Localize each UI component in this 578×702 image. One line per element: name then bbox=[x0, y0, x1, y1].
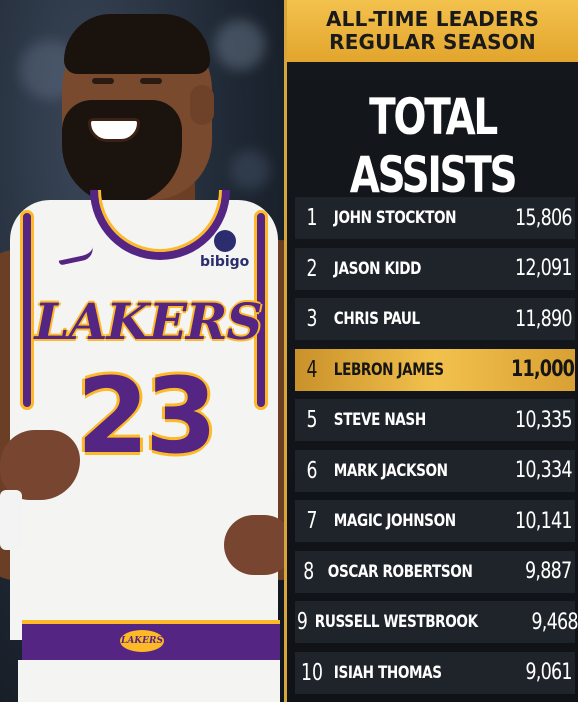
page-title: TOTAL ASSISTS bbox=[349, 88, 518, 204]
leader-rank: 5 bbox=[306, 407, 318, 433]
sponsor-logo-icon bbox=[213, 230, 236, 252]
leader-row: 2 JASON KIDD 12,091 bbox=[295, 247, 575, 290]
leader-assists: 10,141 bbox=[515, 508, 573, 534]
leader-rank: 9 bbox=[296, 609, 308, 635]
shorts bbox=[18, 660, 280, 702]
leader-name: MAGIC JOHNSON bbox=[333, 511, 456, 531]
header-banner: ALL-TIME LEADERS REGULAR SEASON bbox=[287, 0, 578, 62]
header-line-1: ALL-TIME LEADERS bbox=[325, 7, 540, 31]
leader-name: CHRIS PAUL bbox=[333, 309, 420, 329]
leader-name: JOHN STOCKTON bbox=[333, 208, 457, 228]
leader-assists: 12,091 bbox=[515, 256, 573, 281]
leader-assists: 9,061 bbox=[525, 660, 572, 685]
leader-rank: 1 bbox=[306, 205, 318, 231]
waistband-logo: LAKERS bbox=[120, 630, 164, 652]
leader-name: LEBRON JAMES bbox=[333, 359, 444, 380]
leader-assists: 9,887 bbox=[525, 559, 572, 584]
leader-row: 7 MAGIC JOHNSON 10,141 bbox=[295, 500, 575, 542]
smile bbox=[88, 118, 140, 142]
leaderboard-panel: ALL-TIME LEADERS REGULAR SEASON TOTAL AS… bbox=[284, 0, 578, 702]
wrist-band bbox=[0, 490, 22, 550]
jersey: bibigo LAKERS 23 bbox=[10, 190, 278, 640]
eye bbox=[92, 78, 114, 84]
background-light bbox=[230, 150, 270, 190]
leader-rank: 6 bbox=[306, 457, 318, 484]
leader-row: 8 OSCAR ROBERTSON 9,887 bbox=[295, 550, 575, 593]
leader-rank: 2 bbox=[306, 255, 318, 282]
left-hand bbox=[0, 430, 80, 500]
leader-name: MARK JACKSON bbox=[333, 460, 448, 481]
jersey-number: 23 bbox=[76, 355, 218, 477]
leaders-list: 1 JOHN STOCKTON 15,806 2 JASON KIDD 12,091 3 CH… bbox=[295, 197, 578, 702]
leader-row: 6 MARK JACKSON 10,334 bbox=[295, 449, 575, 492]
leader-assists: 11,890 bbox=[515, 306, 573, 332]
header-line-2: REGULAR SEASON bbox=[329, 30, 536, 54]
leader-rank: 8 bbox=[303, 558, 315, 585]
leader-assists: 11,000 bbox=[511, 357, 575, 382]
leader-assists: 9,468 bbox=[531, 609, 578, 635]
beard bbox=[62, 100, 182, 205]
leader-name: RUSSELL WESTBROOK bbox=[314, 612, 478, 632]
ear bbox=[190, 85, 214, 125]
sponsor-name: bibigo bbox=[200, 254, 250, 270]
leader-assists: 10,335 bbox=[515, 407, 573, 433]
right-hand bbox=[224, 515, 284, 575]
leader-name: ISIAH THOMAS bbox=[333, 662, 442, 683]
leader-row: 10 ISIAH THOMAS 9,061 bbox=[295, 651, 575, 694]
leader-row: 9 RUSSELL WESTBROOK 9,468 bbox=[295, 601, 578, 643]
jersey-team-name: LAKERS bbox=[34, 292, 262, 351]
sponsor-patch: bibigo bbox=[200, 230, 249, 270]
background-light bbox=[215, 20, 265, 70]
leader-name: STEVE NASH bbox=[333, 410, 426, 430]
leader-rank: 10 bbox=[301, 659, 323, 686]
leader-row-highlighted: 4 LEBRON JAMES 11,000 bbox=[295, 348, 575, 391]
leader-row: 5 STEVE NASH 10,335 bbox=[295, 399, 575, 441]
nike-swoosh-icon bbox=[57, 246, 95, 266]
leader-row: 3 CHRIS PAUL 11,890 bbox=[295, 298, 575, 340]
leader-rank: 7 bbox=[306, 508, 318, 534]
jersey-trim bbox=[254, 210, 268, 410]
leader-rank: 3 bbox=[306, 306, 318, 332]
leader-assists: 10,334 bbox=[515, 458, 573, 483]
leader-rank: 4 bbox=[306, 356, 318, 383]
leader-assists: 15,806 bbox=[515, 205, 573, 231]
eye bbox=[140, 78, 162, 84]
player-photo: bibigo LAKERS 23 LAKERS bbox=[0, 0, 284, 702]
leader-name: JASON KIDD bbox=[333, 258, 422, 279]
leader-row: 1 JOHN STOCKTON 15,806 bbox=[295, 197, 575, 239]
jersey-trim bbox=[20, 210, 34, 410]
leader-name: OSCAR ROBERTSON bbox=[327, 561, 473, 582]
hair bbox=[64, 14, 210, 74]
